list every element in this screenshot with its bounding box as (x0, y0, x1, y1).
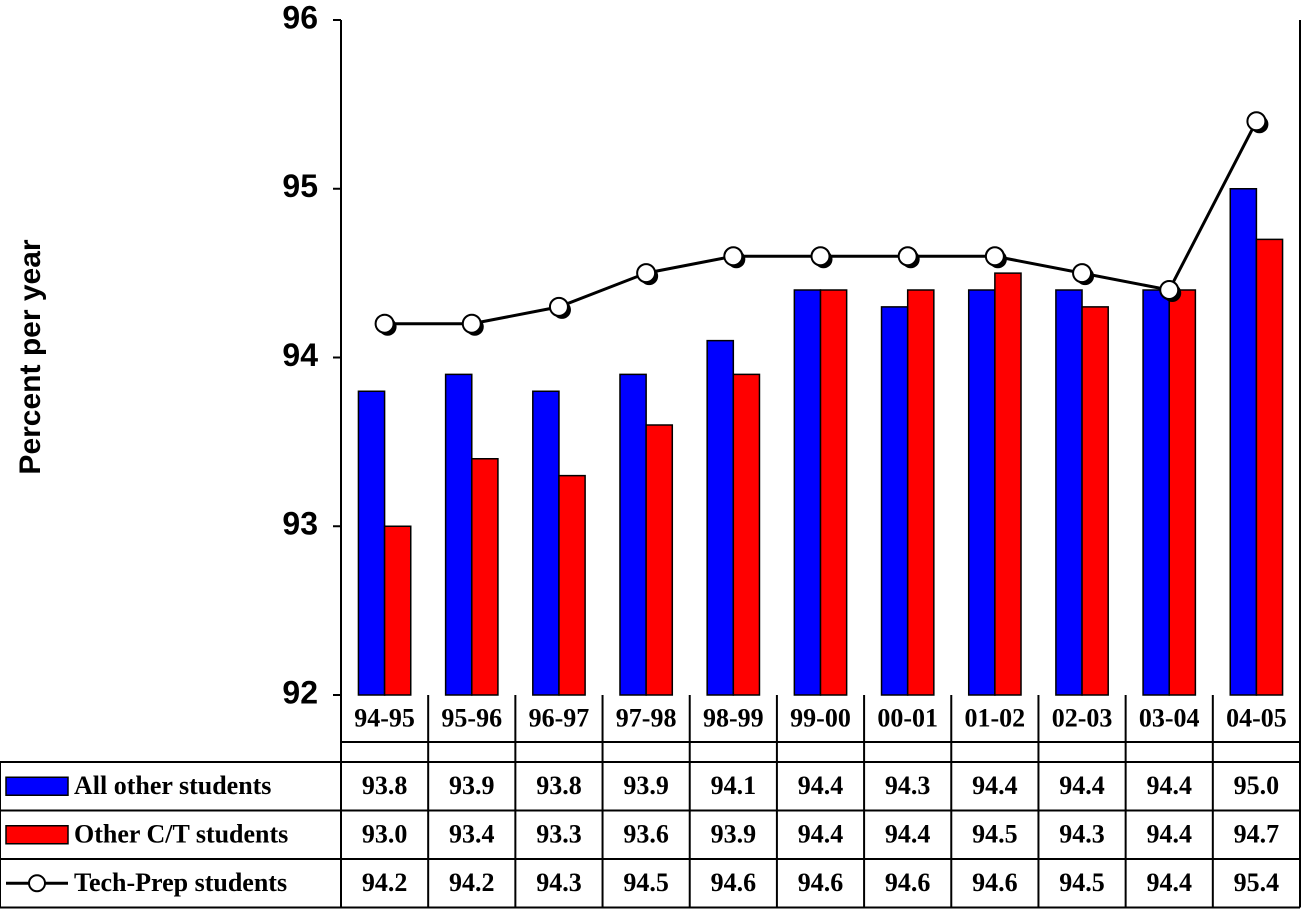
bar (1081, 306, 1109, 696)
bar (906, 289, 935, 696)
legend-label: All other students (74, 771, 271, 800)
table-value: 94.5 (972, 820, 1018, 849)
x-tick-label: 00-01 (877, 703, 938, 732)
table-value: 94.3 (1059, 820, 1105, 849)
table-value: 94.4 (798, 820, 844, 849)
legend-key (28, 874, 46, 893)
marker (548, 296, 569, 317)
bar (1142, 289, 1170, 696)
table-value: 94.4 (1059, 771, 1105, 800)
table-value: 94.4 (1146, 868, 1192, 897)
table-value: 94.5 (1059, 868, 1105, 897)
x-tick-label: 96-97 (529, 703, 590, 732)
x-tick-label: 98-99 (703, 703, 764, 732)
table-value: 94.6 (972, 868, 1018, 897)
marker (1246, 111, 1267, 132)
bar (732, 373, 761, 696)
legend-key (5, 776, 69, 796)
table-value: 94.2 (362, 868, 408, 897)
table-value: 94.6 (885, 868, 931, 897)
bar (967, 289, 996, 696)
table-value: 94.4 (1146, 771, 1192, 800)
table-value: 93.3 (536, 820, 582, 849)
table-value: 95.0 (1234, 771, 1280, 800)
bar (558, 474, 586, 696)
marker (1159, 280, 1180, 300)
x-tick-label: 97-98 (616, 703, 677, 732)
bar (444, 373, 473, 696)
y-tick-label: 96 (282, 0, 318, 35)
bar (645, 424, 674, 696)
table-value: 95.4 (1234, 868, 1280, 897)
marker (374, 313, 395, 334)
bar (994, 272, 1022, 696)
y-tick-label: 92 (282, 674, 318, 710)
table-value: 94.4 (885, 820, 931, 849)
marker (984, 246, 1005, 267)
bar (619, 373, 647, 696)
bar (1229, 188, 1258, 696)
legend-label: Tech-Prep students (74, 868, 287, 897)
table-value: 94.4 (972, 771, 1018, 800)
x-tick-label: 95-96 (441, 703, 502, 732)
x-tick-label: 99-00 (790, 703, 851, 732)
table-value: 93.9 (623, 771, 669, 800)
legend-key (5, 825, 69, 845)
legend-label: Other C/T students (74, 820, 288, 849)
bar (1168, 289, 1197, 696)
bar (532, 390, 560, 696)
table-value: 93.4 (449, 820, 495, 849)
x-tick-label: 94-95 (354, 703, 415, 732)
table-value: 94.3 (885, 771, 931, 800)
bar (471, 458, 499, 696)
table-value: 94.5 (623, 868, 669, 897)
table-value: 94.4 (1146, 820, 1192, 849)
table-value: 93.8 (362, 771, 408, 800)
table-value: 93.6 (623, 820, 669, 849)
x-tick-label: 03-04 (1139, 703, 1200, 732)
marker (897, 246, 918, 267)
table-value: 93.9 (711, 820, 757, 849)
table-value: 94.4 (798, 771, 844, 800)
marker (461, 313, 482, 334)
table-value: 94.7 (1234, 820, 1280, 849)
y-tick-label: 93 (282, 506, 318, 542)
marker (810, 246, 831, 267)
y-axis-label: Percent per year (14, 239, 47, 474)
table-value: 94.6 (798, 868, 844, 897)
bar (383, 525, 412, 696)
table-value: 94.1 (711, 771, 757, 800)
table-value: 94.6 (711, 868, 757, 897)
y-tick-label: 94 (282, 337, 318, 373)
bar (819, 289, 848, 696)
marker (636, 263, 657, 284)
x-tick-label: 01-02 (965, 703, 1026, 732)
marker (723, 246, 744, 267)
marker (1072, 263, 1093, 284)
table-value: 94.2 (449, 868, 495, 897)
x-tick-label: 04-05 (1226, 703, 1287, 732)
bar (1255, 238, 1284, 696)
bar (706, 339, 735, 696)
table-value: 94.3 (536, 868, 582, 897)
table-value: 93.8 (536, 771, 582, 800)
bar (357, 390, 386, 696)
bar (793, 289, 822, 696)
y-tick-label: 95 (282, 168, 318, 204)
table-value: 93.9 (449, 771, 495, 800)
table-value: 93.0 (362, 820, 408, 849)
x-tick-label: 02-03 (1052, 703, 1113, 732)
bar (1055, 289, 1083, 696)
bar (880, 306, 909, 696)
